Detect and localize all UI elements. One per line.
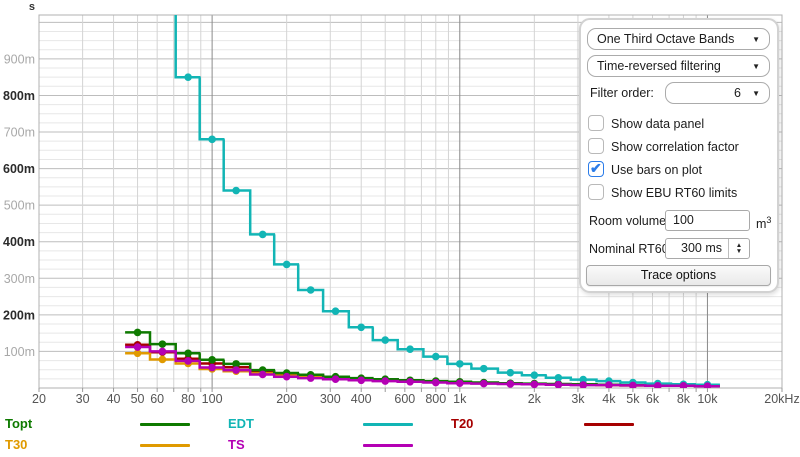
legend-label-t30: T30 [5,437,28,452]
bands-dropdown-value: One Third Octave Bands [597,32,735,46]
svg-text:400m: 400m [3,235,35,249]
legend-line-t30 [140,444,190,447]
svg-text:600: 600 [394,392,415,406]
filtering-dropdown[interactable]: Time-reversed filtering ▼ [587,55,770,77]
svg-text:20kHz: 20kHz [764,392,799,406]
legend-line-topt [140,423,190,426]
filtering-dropdown-value: Time-reversed filtering [597,59,721,73]
room-volume-label: Room volume: [589,214,670,228]
svg-text:6k: 6k [646,392,660,406]
legend-label-ts: TS [228,437,245,452]
svg-text:30: 30 [76,392,90,406]
chevron-down-icon: ▼ [752,35,760,44]
legend-label-topt: Topt [5,416,33,431]
show-data-panel-checkbox[interactable]: ✔ [588,115,604,131]
room-volume-unit: m3 [756,215,772,232]
rt60-controls-panel: One Third Octave Bands ▼ Time-reversed f… [579,18,779,293]
svg-text:5k: 5k [626,392,640,406]
legend-label-edt: EDT [228,416,254,431]
chevron-down-icon: ▼ [752,89,760,98]
svg-text:100: 100 [202,392,223,406]
use-bars-on-plot-checkbox[interactable]: ✔ [588,160,604,177]
show-ebu-rt60-limits-label: Show EBU RT60 limits [611,186,738,200]
svg-text:800: 800 [425,392,446,406]
show-data-panel-label: Show data panel [611,117,705,131]
nominal-rt60-value: 300 ms [681,241,722,255]
svg-text:10k: 10k [697,392,718,406]
spinner-up-down-icon[interactable]: ▲ ▼ [728,239,749,258]
svg-text:500m: 500m [4,199,35,213]
show-correlation-factor-checkbox[interactable]: ✔ [588,138,604,154]
svg-text:80: 80 [181,392,195,406]
legend-line-t20 [584,423,634,426]
legend-line-ts [363,444,413,447]
checkmark-icon: ✔ [590,160,602,176]
filter-order-label: Filter order: [590,86,654,100]
svg-text:400: 400 [351,392,372,406]
legend-line-edt [363,423,413,426]
svg-text:300: 300 [320,392,341,406]
svg-text:200: 200 [276,392,297,406]
svg-text:60: 60 [150,392,164,406]
show-correlation-factor-label: Show correlation factor [611,140,739,154]
svg-text:600m: 600m [3,162,35,176]
svg-text:1k: 1k [453,392,467,406]
room-volume-value: 100 [673,213,694,227]
svg-text:2k: 2k [528,392,542,406]
svg-text:700m: 700m [4,126,35,140]
bands-dropdown[interactable]: One Third Octave Bands ▼ [587,28,770,50]
svg-text:200m: 200m [3,308,35,322]
nominal-rt60-spinner[interactable]: 300 ms ▲ ▼ [665,238,750,259]
svg-text:40: 40 [107,392,121,406]
svg-text:100m: 100m [4,345,35,359]
svg-text:8k: 8k [677,392,691,406]
svg-text:3k: 3k [571,392,585,406]
nominal-rt60-label: Nominal RT60: [589,242,673,256]
svg-text:4k: 4k [602,392,616,406]
svg-text:20: 20 [32,392,46,406]
filter-order-dropdown[interactable]: 6 ▼ [665,82,770,104]
filter-order-value: 6 [734,86,741,100]
room-volume-input[interactable]: 100 [665,210,750,231]
svg-text:s: s [29,1,35,13]
svg-text:800m: 800m [3,89,35,103]
svg-text:50: 50 [131,392,145,406]
chevron-down-icon: ▼ [752,62,760,71]
trace-options-button[interactable]: Trace options [586,265,771,286]
svg-text:300m: 300m [4,272,35,286]
svg-text:900m: 900m [4,52,35,66]
show-ebu-rt60-limits-checkbox[interactable]: ✔ [588,184,604,200]
legend-label-t20: T20 [451,416,474,431]
series-ts [125,343,720,388]
use-bars-on-plot-label: Use bars on plot [611,163,703,177]
